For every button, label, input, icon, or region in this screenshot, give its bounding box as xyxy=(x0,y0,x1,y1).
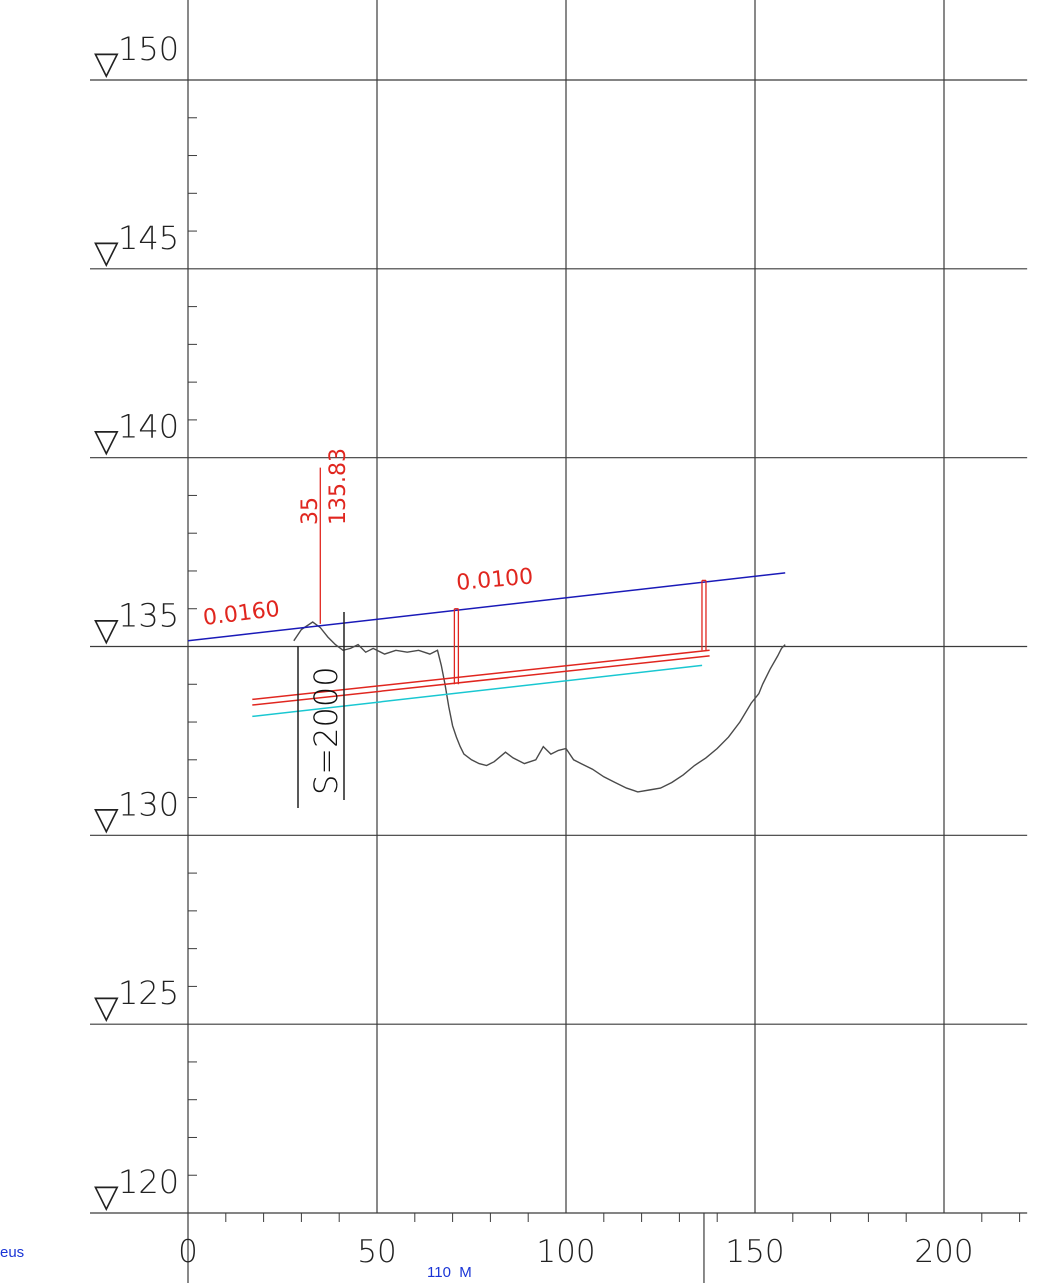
series-bed xyxy=(252,664,703,718)
y-tick-label: 125 xyxy=(118,974,179,1012)
x-tick-label: 100 xyxy=(536,1234,595,1270)
grid xyxy=(90,0,1028,1283)
y-axis-labels: ▽ 150▽ 145▽ 140▽ 135▽ 130▽ 125▽ 120 xyxy=(94,30,179,1215)
series-water-surface xyxy=(187,572,786,642)
series-structure-bottom xyxy=(252,655,710,706)
station-elevation-label: 135.83 xyxy=(326,448,351,525)
slope-right-label: 0.0100 xyxy=(455,564,534,596)
level-marker-icon: ▽ xyxy=(94,1177,119,1215)
slope-left-label: 0.0160 xyxy=(202,597,281,631)
x-tick-label: 0 xyxy=(178,1234,198,1270)
vertical-markers xyxy=(319,467,707,685)
distance-note: 110 M xyxy=(427,1264,472,1281)
x-tick-label: 150 xyxy=(725,1234,784,1270)
x-axis-labels: 0 50 100 150 200 xyxy=(178,1234,973,1270)
x-tick-label: 50 xyxy=(357,1234,396,1270)
scale-label: S=2000 xyxy=(307,666,345,795)
level-marker-icon: ▽ xyxy=(94,44,119,82)
y-tick-label: 140 xyxy=(118,408,179,446)
minor-ticks xyxy=(188,117,1021,1283)
series xyxy=(187,572,786,793)
scale-bracket xyxy=(297,612,345,808)
level-marker-icon: ▽ xyxy=(94,422,119,460)
level-marker-icon: ▽ xyxy=(94,799,119,837)
y-tick-label: 135 xyxy=(118,597,179,635)
y-tick-label: 145 xyxy=(118,219,179,257)
series-structure-top xyxy=(252,649,710,701)
series-ground xyxy=(293,621,786,793)
y-tick-label: 130 xyxy=(118,785,179,823)
left-fragment-label: eus xyxy=(0,1244,24,1261)
x-tick-label: 200 xyxy=(914,1234,973,1270)
level-marker-icon: ▽ xyxy=(94,233,119,271)
y-tick-label: 150 xyxy=(118,30,179,68)
level-marker-icon: ▽ xyxy=(94,988,119,1026)
level-marker-icon: ▽ xyxy=(94,611,119,649)
station-distance-label: 35 xyxy=(298,497,323,525)
y-tick-label: 120 xyxy=(118,1163,179,1201)
